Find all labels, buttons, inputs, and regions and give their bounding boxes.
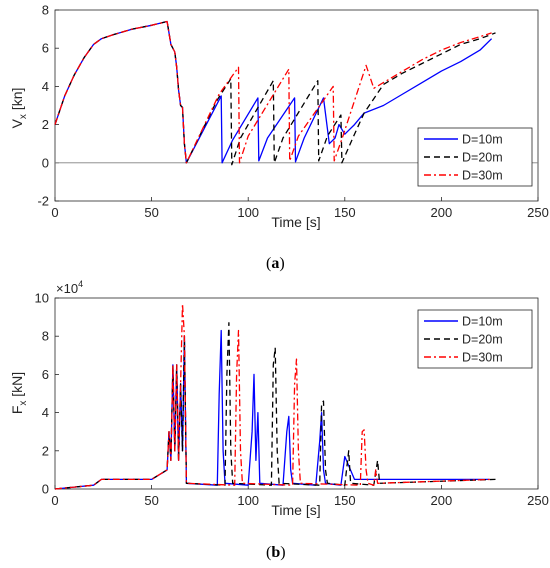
- legend-b: D=10m D=20m D=30m: [417, 309, 533, 369]
- legend-box: [417, 309, 533, 369]
- y-tick-label: 6: [42, 41, 49, 56]
- caption-b-close: ): [280, 544, 285, 561]
- x-tick-label: 250: [527, 493, 549, 508]
- legend-label: D=10m: [462, 315, 503, 329]
- caption-b-letter: b: [271, 544, 280, 561]
- legend-label: D=10m: [462, 133, 503, 147]
- y-axis-label-a-main: V: [9, 118, 25, 128]
- y-tick-label: 8: [42, 329, 49, 344]
- y-axis-label-b: Fx [kN]: [9, 372, 29, 414]
- exponent-power: 4: [78, 279, 83, 289]
- y-tick-label: 0: [42, 155, 49, 170]
- x-tick-label: 100: [237, 493, 259, 508]
- y-tick-label: -2: [37, 194, 49, 209]
- y-ticks-a: -2 0 2 4 6 8: [37, 3, 59, 209]
- y-axis-label-b-main: F: [9, 406, 25, 415]
- series-line-d30m: [54, 303, 492, 490]
- y-axis-label-b-sub: x: [18, 401, 29, 406]
- y-tick-label: 10: [35, 291, 49, 306]
- y-tick-label: 2: [42, 117, 49, 132]
- x-tick-label: 150: [334, 493, 356, 508]
- y-tick-label: 0: [42, 482, 49, 497]
- legend-label: D=30m: [462, 169, 503, 183]
- series-group-a: [54, 20, 496, 166]
- y-axis-label-a: Vx [kn]: [9, 88, 29, 129]
- caption-a-close: ): [279, 255, 284, 272]
- x-tick-label: 100: [237, 205, 259, 220]
- y-tick-label: 4: [42, 405, 49, 420]
- legend-label: D=20m: [462, 151, 503, 165]
- x-ticks-b: 0 50 100 150 200 250: [51, 485, 549, 508]
- y-ticks-b: 0 2 4 6 8 10: [35, 291, 59, 497]
- x-tick-label: 150: [334, 205, 356, 220]
- exponent-label-b: ×104: [56, 279, 83, 296]
- series-line-d10m: [54, 329, 490, 490]
- caption-b-open: (: [266, 544, 271, 561]
- caption-a-letter: a: [271, 255, 279, 272]
- caption-a: (a): [266, 255, 285, 272]
- y-tick-label: 4: [42, 79, 49, 94]
- x-ticks-a: 0 50 100 150 200 250: [51, 197, 549, 220]
- x-tick-label: 0: [51, 205, 58, 220]
- caption-a-open: (: [266, 255, 271, 272]
- y-axis-label-a-unit: [kn]: [9, 88, 25, 114]
- series-line-d30m: [54, 20, 492, 164]
- y-axis-label-b-unit: [kN]: [9, 372, 25, 401]
- x-tick-label: 200: [431, 493, 453, 508]
- x-axis-label-a: Time [s]: [271, 214, 320, 230]
- legend-label: D=30m: [462, 351, 503, 365]
- y-tick-label: 8: [42, 3, 49, 18]
- x-tick-label: 250: [527, 205, 549, 220]
- x-axis-label-b: Time [s]: [271, 502, 320, 518]
- series-line-d10m: [54, 20, 493, 164]
- y-axis-label-a-sub: x: [18, 114, 29, 119]
- caption-b: (b): [266, 544, 286, 561]
- legend-a: D=10m D=20m D=30m: [417, 127, 533, 187]
- x-tick-label: 50: [144, 205, 158, 220]
- series-group-b: [54, 303, 496, 490]
- x-tick-label: 0: [51, 493, 58, 508]
- y-tick-label: 2: [42, 443, 49, 458]
- x-tick-label: 50: [144, 493, 158, 508]
- legend-label: D=20m: [462, 333, 503, 347]
- exponent-base: ×10: [56, 281, 78, 296]
- x-tick-label: 200: [431, 205, 453, 220]
- y-tick-label: 6: [42, 367, 49, 382]
